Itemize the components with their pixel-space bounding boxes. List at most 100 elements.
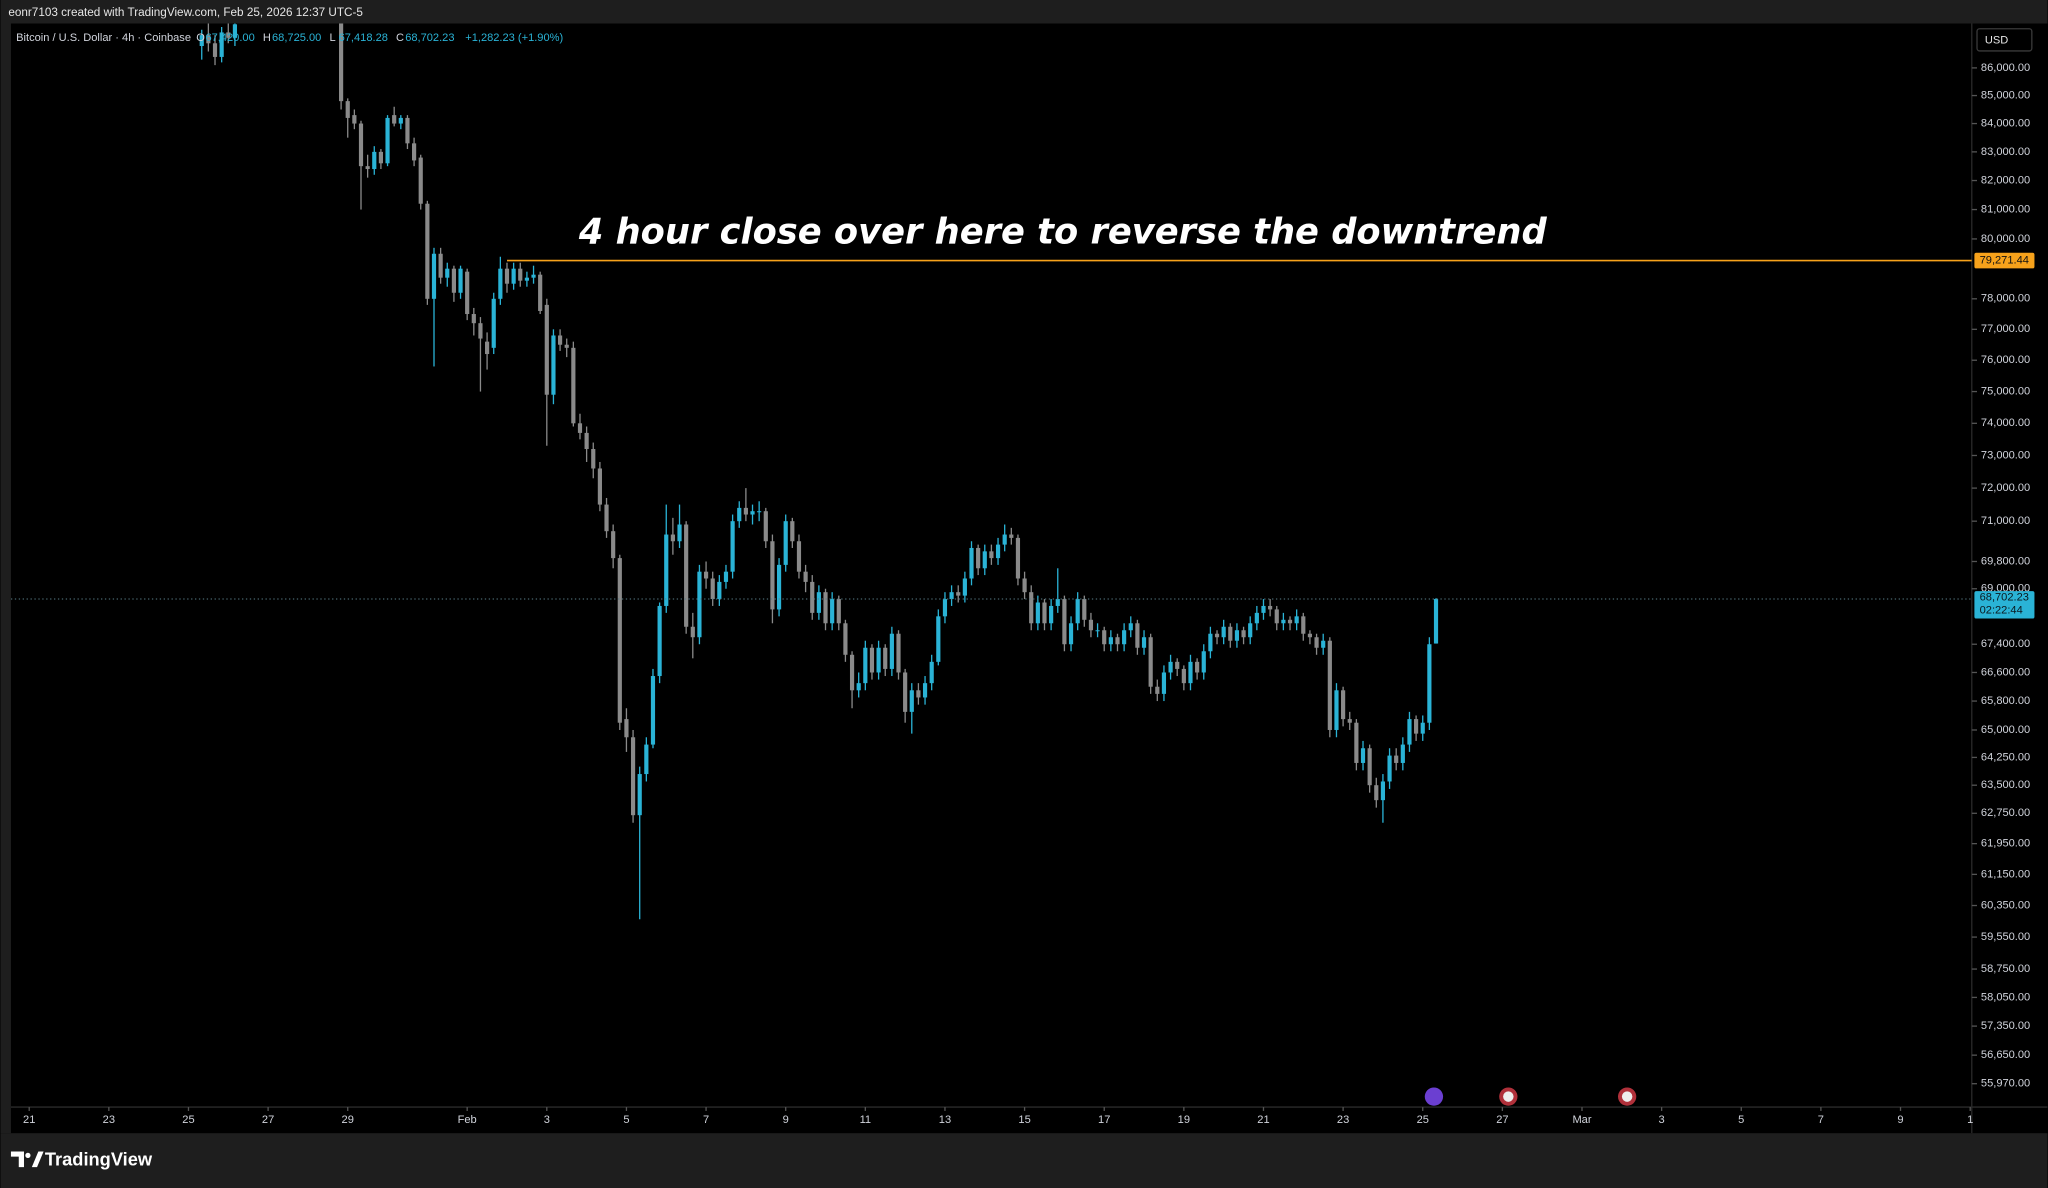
candle-body	[1022, 578, 1027, 593]
x-tick-label: Mar	[1572, 1114, 1591, 1126]
candle-body	[1261, 605, 1266, 613]
x-tick-label: 5	[1738, 1114, 1744, 1126]
candle-body	[677, 524, 682, 542]
candle-body	[1367, 748, 1372, 786]
candle-body	[1208, 633, 1213, 652]
x-tick-label: 9	[1897, 1114, 1903, 1126]
candle-body	[1102, 630, 1107, 645]
candle-body	[1268, 605, 1273, 610]
candle-body	[1181, 668, 1186, 684]
ohlc-legend: O 67,420.00 H 68,725.00 L 67,418.28 C 68,702.23…	[196, 32, 563, 44]
candle-body	[617, 558, 622, 723]
x-tick-label: 21	[1257, 1114, 1269, 1126]
ohlc-label: H	[263, 32, 271, 44]
candle-body	[1029, 592, 1034, 624]
y-tick-label: 83,000.00	[1981, 146, 2030, 158]
y-tick-label: 64,250.00	[1981, 751, 2030, 763]
x-tick-label: 15	[1018, 1114, 1030, 1126]
candle-body	[372, 151, 377, 170]
candle-body	[511, 268, 516, 284]
x-tick-label: 5	[623, 1114, 629, 1126]
candle-body	[398, 117, 403, 124]
candle-body	[1394, 755, 1399, 763]
currency-box[interactable]	[1976, 28, 2033, 52]
candle-body	[571, 347, 576, 424]
candle-body	[206, 35, 211, 44]
candle-body	[199, 35, 204, 47]
candle-body	[1148, 637, 1153, 687]
x-tick-label: 23	[103, 1114, 115, 1126]
candle-body	[577, 423, 583, 433]
y-tick-label: 57,350.00	[1981, 1020, 2030, 1032]
ohlc-label: L	[329, 32, 335, 44]
candle-body	[909, 690, 914, 712]
y-tick-label: 59,550.00	[1981, 931, 2030, 943]
candle-body	[1095, 630, 1100, 632]
left-border	[0, 23, 11, 1134]
candle-body	[1155, 686, 1160, 694]
candle-body	[591, 449, 596, 469]
x-tick-label: 3	[1659, 1114, 1665, 1126]
candle-body	[942, 599, 948, 617]
candle-body	[1075, 599, 1080, 624]
candle-body	[405, 117, 410, 144]
x-tick-label: 7	[703, 1114, 709, 1126]
candle-body	[757, 511, 762, 513]
candle-body	[690, 626, 695, 638]
countdown: 02:22:44	[1980, 605, 2023, 617]
candle-body	[478, 323, 483, 339]
event-icon[interactable]	[1424, 1087, 1444, 1106]
candle-body	[1201, 651, 1206, 673]
candle-body	[1002, 534, 1007, 545]
candle-body	[358, 123, 364, 167]
y-tick-label: 82,000.00	[1981, 174, 2030, 186]
y-tick-label: 55,970.00	[1981, 1078, 2030, 1090]
y-tick-label: 74,000.00	[1981, 417, 2030, 429]
candle-body	[597, 468, 602, 505]
candle-body	[995, 544, 1001, 559]
candle-body	[1055, 599, 1060, 606]
candle-body	[1228, 626, 1233, 641]
x-tick-label: 23	[1337, 1114, 1349, 1126]
brand: TradingView	[45, 1148, 153, 1169]
candle-body	[498, 268, 503, 299]
currency[interactable]: USD	[1985, 34, 2008, 46]
candle-body	[611, 531, 616, 559]
candle-body	[796, 541, 802, 572]
candle-body	[697, 571, 702, 638]
change: +1,282.23 (+1.90%)	[465, 32, 563, 44]
logo-mark	[31, 1151, 44, 1168]
y-tick-label: 76,000.00	[1981, 354, 2030, 366]
candle-body	[1254, 612, 1259, 624]
candle-body	[1161, 672, 1167, 694]
candle-body	[226, 32, 231, 38]
candle-body	[869, 647, 875, 673]
y-tick-label: 61,150.00	[1981, 868, 2030, 880]
annotation: 4 hour close over here to reverse the do…	[578, 212, 1548, 253]
candle-body	[465, 271, 470, 315]
candle-body	[1400, 744, 1405, 763]
candle-body	[1088, 619, 1094, 631]
event-icons	[1424, 1087, 1637, 1106]
ohlc-label: C	[396, 32, 404, 44]
candle-body	[763, 511, 768, 542]
candle-body	[816, 592, 821, 613]
candle-body	[776, 564, 782, 610]
candle-body	[1414, 719, 1419, 734]
candle-body	[1015, 537, 1021, 579]
candle-body	[524, 277, 529, 281]
candle-body	[345, 101, 350, 118]
candle-body	[803, 571, 808, 582]
candle-body	[670, 534, 675, 542]
candle-body	[703, 571, 709, 579]
candle-body	[630, 737, 636, 816]
candle-body	[1042, 602, 1047, 624]
candle-body	[484, 341, 490, 355]
y-tick-label: 71,000.00	[1981, 515, 2030, 527]
x-tick-label: 7	[1818, 1114, 1824, 1126]
x-tick-label: 21	[23, 1114, 35, 1126]
y-tick-label: 72,000.00	[1981, 482, 2030, 494]
y-tick-label: 85,000.00	[1981, 89, 2030, 101]
candle-body	[770, 541, 775, 610]
candle-body	[922, 683, 928, 698]
